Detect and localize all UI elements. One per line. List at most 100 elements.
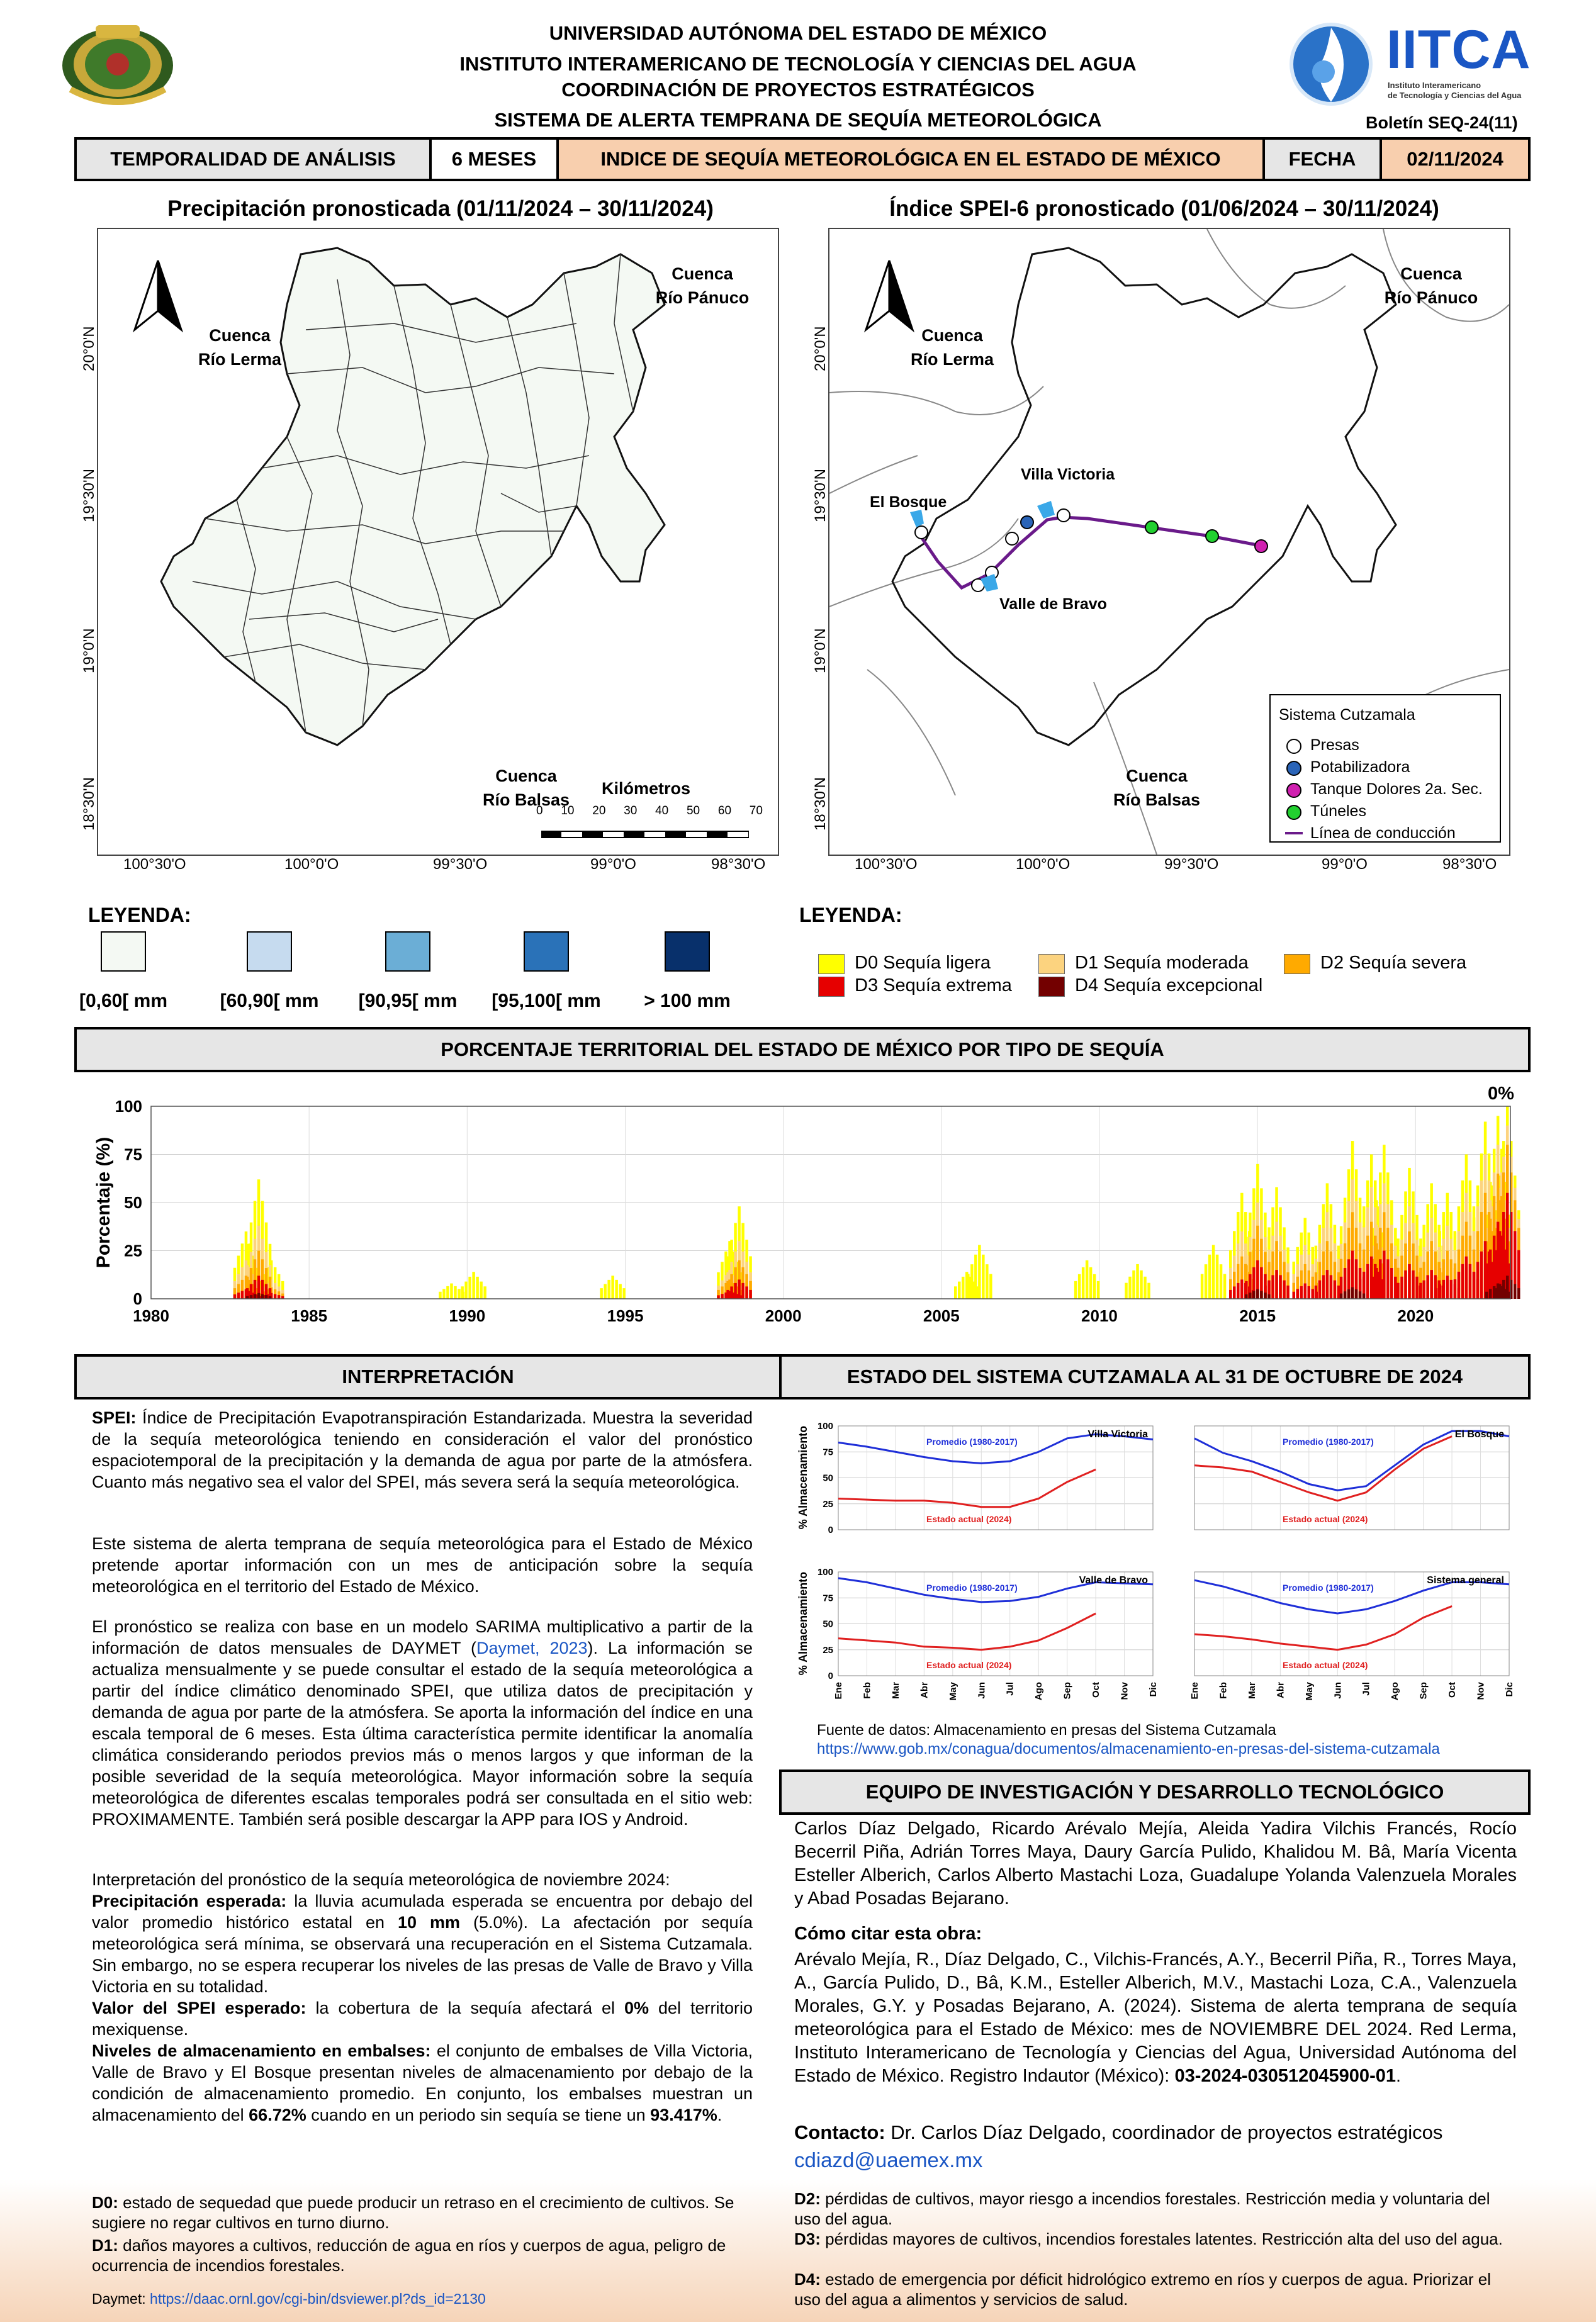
drought-bar — [739, 1289, 743, 1299]
drought-bar — [1140, 1270, 1143, 1299]
precip-legend-swatch — [101, 931, 146, 972]
drought-bar — [1271, 1275, 1274, 1299]
drought-bar — [1404, 1270, 1407, 1299]
series-line — [838, 1612, 1096, 1651]
drought-bar — [1208, 1254, 1211, 1299]
cite-title: Cómo citar esta obra: — [794, 1924, 982, 1944]
drought-bar — [1461, 1264, 1464, 1299]
drought-bar — [1249, 1274, 1252, 1299]
map-left-title: Precipitación pronosticada (01/11/2024 –… — [167, 196, 714, 221]
daymet-url-link[interactable]: https://daac.ornl.gov/cgi-bin/dsviewer.p… — [150, 2291, 486, 2307]
drought-bar — [1252, 1291, 1256, 1299]
legend-precip-title: LEYENDA: — [88, 904, 191, 926]
drought-bar — [724, 1282, 728, 1299]
drought-bar — [446, 1286, 449, 1299]
drought-bar — [1296, 1289, 1299, 1299]
drought-bar — [253, 1294, 257, 1299]
north-arrow-icon — [863, 260, 915, 333]
drought-bar — [1396, 1282, 1400, 1299]
map-right-lat-1: 20°0'N — [812, 326, 829, 371]
x-tick-label: Jun — [1332, 1682, 1343, 1699]
drought-bar — [741, 1267, 745, 1299]
drought-bar — [1229, 1279, 1232, 1299]
drought-bar — [269, 1293, 273, 1299]
cutzamala-legend-item: Presas — [1310, 736, 1359, 754]
drought-bar — [732, 1292, 735, 1299]
drought-bar — [1245, 1294, 1248, 1299]
x-tick-label: Jul — [1005, 1682, 1016, 1696]
drought-bar — [1343, 1291, 1347, 1299]
map-right-lon-2: 100°0'O — [1016, 856, 1071, 873]
drought-bar — [1457, 1271, 1461, 1299]
drought-bar — [1311, 1289, 1314, 1299]
drought-bar — [1449, 1259, 1453, 1299]
drought-bar — [1347, 1289, 1351, 1299]
footer-d3: D3: pérdidas mayores de cultivos, incend… — [794, 2229, 1503, 2248]
drought-bar — [1426, 1275, 1429, 1299]
drought-bar — [240, 1291, 244, 1299]
drought-bar — [1132, 1270, 1135, 1299]
drought-bar — [1337, 1285, 1340, 1299]
x-tick-label: 1995 — [607, 1306, 644, 1325]
drought-bar — [245, 1276, 249, 1299]
drought-bar — [1468, 1264, 1472, 1299]
map-right-title: Índice SPEI-6 pronosticado (01/06/2024 –… — [889, 196, 1439, 221]
drought-bar — [721, 1286, 724, 1299]
drought-bar — [233, 1294, 237, 1299]
drought-bar — [1517, 1250, 1520, 1299]
cutzamala-source-link[interactable]: https://www.gob.mx/conagua/documentos/al… — [817, 1741, 1440, 1758]
drought-bar — [261, 1259, 264, 1299]
drought-bar — [1472, 1272, 1476, 1299]
drought-bar — [257, 1250, 261, 1299]
drought-bar — [741, 1282, 745, 1299]
cur-series-label: Estado actual (2024) — [1283, 1660, 1368, 1670]
drought-bar — [1485, 1263, 1488, 1299]
drought-bar — [962, 1276, 965, 1299]
drought-bar — [734, 1267, 737, 1299]
drought-legend-label: D4 Sequía excepcional — [1075, 975, 1263, 996]
legend-drought-title: LEYENDA: — [799, 904, 902, 926]
drought-bar — [967, 1274, 970, 1299]
drought-bar — [1303, 1264, 1307, 1299]
drought-bar — [1233, 1271, 1236, 1299]
map-left-lon-1: 100°30'O — [123, 856, 186, 873]
territorial-current-pct: 0% — [1488, 1084, 1514, 1104]
interp-p1: SPEI: Índice de Precipitación Evapotrans… — [92, 1408, 753, 1491]
panel-title: Sistema general — [1427, 1575, 1504, 1586]
territorial-chart: 0 25 50 75 100 1980 1985 1990 1995 2000 2005 2010 20… — [93, 1097, 1520, 1325]
x-tick-label: Oct — [1447, 1682, 1458, 1698]
avg-series-label: Promedio (1980-2017) — [926, 1437, 1018, 1447]
daymet-link[interactable]: Daymet, 2023 — [476, 1639, 588, 1657]
drought-bar — [1343, 1268, 1347, 1299]
series-line — [1194, 1605, 1453, 1651]
drought-legend-swatch — [1038, 954, 1065, 974]
drought-bar — [1240, 1279, 1244, 1299]
drought-bar — [1245, 1281, 1248, 1299]
header-line-2: INSTITUTO INTERAMERICANO DE TECNOLOGÍA Y… — [459, 53, 1137, 75]
drought-bar — [1300, 1286, 1303, 1299]
drought-bar — [1507, 1263, 1511, 1299]
drought-bar — [1211, 1245, 1215, 1299]
drought-legend-swatch — [818, 977, 845, 997]
y-tick-label: 50 — [823, 1473, 833, 1484]
temporalidad-label: TEMPORALIDAD DE ANÁLISIS — [74, 137, 432, 181]
drought-bar — [1085, 1260, 1089, 1299]
drought-bar — [728, 1241, 731, 1299]
drought-bar — [1498, 1231, 1502, 1299]
drought-bar — [1252, 1267, 1256, 1299]
drought-bar — [1480, 1251, 1483, 1299]
drought-bar — [249, 1284, 253, 1299]
cutzamala-panel: El Bosque Promedio (1980-2017) Estado actu… — [1194, 1425, 1510, 1530]
drought-bar — [1430, 1270, 1433, 1299]
map-left-lat-1: 20°0'N — [81, 326, 98, 371]
drought-bar — [726, 1289, 729, 1299]
contact-email-link[interactable]: cdiazd@uaemex.mx — [794, 2148, 983, 2172]
drought-bar — [1283, 1280, 1286, 1299]
team-title: EQUIPO DE INVESTIGACIÓN Y DESARROLLO TEC… — [779, 1770, 1531, 1815]
drought-legend-label: D0 Sequía ligera — [855, 953, 991, 973]
drought-bar — [277, 1291, 281, 1299]
drought-bar — [1125, 1282, 1128, 1299]
drought-bar — [1240, 1256, 1244, 1299]
drought-bar — [1408, 1264, 1411, 1299]
place-valle-de-bravo: Valle de Bravo — [999, 595, 1107, 613]
